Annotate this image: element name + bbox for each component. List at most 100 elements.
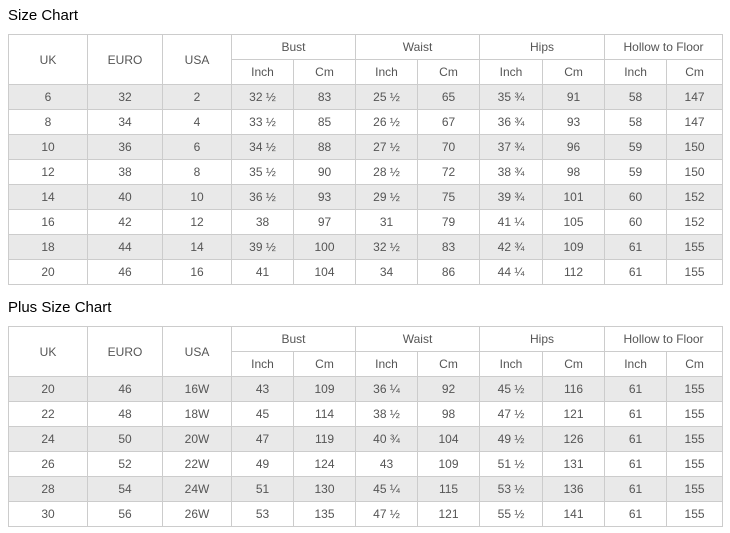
table-cell: 6	[162, 134, 232, 160]
table-row: 10 36 6 34 ½ 88 27 ½ 70 37 ¾ 96 59 150	[8, 134, 724, 160]
table-cell: 33 ½	[231, 109, 294, 135]
table-cell: 58	[604, 109, 668, 135]
table-cell: 147	[666, 109, 724, 135]
column-header-usa: USA	[162, 326, 232, 377]
table-cell: 105	[542, 209, 606, 235]
group-header-bust: Bust	[230, 326, 357, 352]
table-cell: 135	[292, 501, 357, 527]
table-cell: 16W	[162, 376, 232, 402]
column-header-uk: UK	[8, 326, 88, 377]
table-cell: 61	[604, 451, 668, 477]
table-cell: 34	[87, 109, 163, 135]
subcolumn-header-inch: Inch	[355, 59, 419, 85]
table-cell: 18	[8, 234, 88, 260]
table-cell: 51	[231, 476, 294, 502]
table-cell: 155	[666, 376, 724, 402]
table-cell: 58	[604, 84, 668, 110]
table-cell: 47 ½	[355, 501, 419, 527]
table-cell: 47	[231, 426, 294, 452]
table-cell: 61	[604, 259, 668, 285]
table-cell: 155	[666, 401, 724, 427]
table-cell: 22	[8, 401, 88, 427]
column-header-euro: EURO	[87, 326, 163, 377]
table-cell: 42 ¾	[479, 234, 544, 260]
table-cell: 101	[542, 184, 606, 210]
column-header-usa: USA	[162, 34, 232, 85]
table-cell: 31	[355, 209, 419, 235]
table-cell: 116	[542, 376, 606, 402]
group-header-hips: Hips	[479, 34, 606, 60]
column-header-uk: UK	[8, 34, 88, 85]
table-cell: 53	[231, 501, 294, 527]
table-row: 26 52 22W 49 124 43 109 51 ½ 131 61 155	[8, 451, 724, 477]
table-cell: 38 ½	[355, 401, 419, 427]
table-cell: 119	[292, 426, 357, 452]
table-cell: 109	[542, 234, 606, 260]
table-cell: 150	[666, 134, 724, 160]
table-cell: 155	[666, 426, 724, 452]
table-cell: 12	[162, 209, 232, 235]
table-cell: 91	[542, 84, 606, 110]
table-cell: 88	[292, 134, 357, 160]
subcolumn-header-inch: Inch	[604, 59, 668, 85]
table-cell: 90	[292, 159, 357, 185]
table-cell: 155	[666, 234, 724, 260]
table-cell: 24	[8, 426, 88, 452]
table-cell: 12	[8, 159, 88, 185]
table-cell: 53 ½	[479, 476, 544, 502]
table-cell: 109	[417, 451, 481, 477]
table-cell: 131	[542, 451, 606, 477]
table-cell: 28	[8, 476, 88, 502]
table-cell: 136	[542, 476, 606, 502]
table-cell: 115	[417, 476, 481, 502]
subcolumn-header-inch: Inch	[479, 351, 544, 377]
table-cell: 20W	[162, 426, 232, 452]
table-cell: 61	[604, 401, 668, 427]
table-cell: 155	[666, 259, 724, 285]
size-chart-title: Size Chart	[8, 7, 79, 24]
subcolumn-header-cm: Cm	[417, 351, 481, 377]
table-cell: 155	[666, 451, 724, 477]
table-cell: 8	[162, 159, 232, 185]
table-cell: 72	[417, 159, 481, 185]
table-cell: 20	[8, 376, 88, 402]
table-cell: 36	[87, 134, 163, 160]
table-cell: 126	[542, 426, 606, 452]
table-row: 20 46 16 41 104 34 86 44 ¼ 112 61 155	[8, 259, 724, 285]
table-cell: 104	[292, 259, 357, 285]
subcolumn-header-inch: Inch	[355, 351, 419, 377]
table-cell: 86	[417, 259, 481, 285]
table-cell: 61	[604, 476, 668, 502]
table-cell: 61	[604, 426, 668, 452]
table-cell: 26	[8, 451, 88, 477]
plus-size-chart-title: Plus Size Chart	[8, 299, 112, 316]
table-cell: 18W	[162, 401, 232, 427]
table-cell: 8	[8, 109, 88, 135]
table-cell: 36 ¼	[355, 376, 419, 402]
table-cell: 36 ½	[231, 184, 294, 210]
table-cell: 38 ¾	[479, 159, 544, 185]
table-cell: 26 ½	[355, 109, 419, 135]
table-cell: 45 ½	[479, 376, 544, 402]
table-cell: 22W	[162, 451, 232, 477]
table-cell: 70	[417, 134, 481, 160]
table-cell: 30	[8, 501, 88, 527]
table-cell: 152	[666, 184, 724, 210]
table-cell: 83	[417, 234, 481, 260]
table-cell: 27 ½	[355, 134, 419, 160]
table-row: 20 46 16W 43 109 36 ¼ 92 45 ½ 116 61 155	[8, 376, 724, 402]
table-row: 24 50 20W 47 119 40 ¾ 104 49 ½ 126 61 155	[8, 426, 724, 452]
table-cell: 20	[8, 259, 88, 285]
table-cell: 44 ¼	[479, 259, 544, 285]
subheader-row: Inch Cm Inch Cm Inch Cm Inch Cm	[9, 59, 724, 85]
table-cell: 147	[666, 84, 724, 110]
table-cell: 32 ½	[231, 84, 294, 110]
table-cell: 93	[292, 184, 357, 210]
subcolumn-header-cm: Cm	[417, 59, 481, 85]
table-cell: 83	[292, 84, 357, 110]
table-cell: 93	[542, 109, 606, 135]
subcolumn-header-cm: Cm	[292, 59, 357, 85]
table-cell: 25 ½	[355, 84, 419, 110]
table-row: 6 32 2 32 ½ 83 25 ½ 65 35 ¾ 91 58 147	[8, 84, 724, 110]
table-row: 16 42 12 38 97 31 79 41 ¼ 105 60 152	[8, 209, 724, 235]
